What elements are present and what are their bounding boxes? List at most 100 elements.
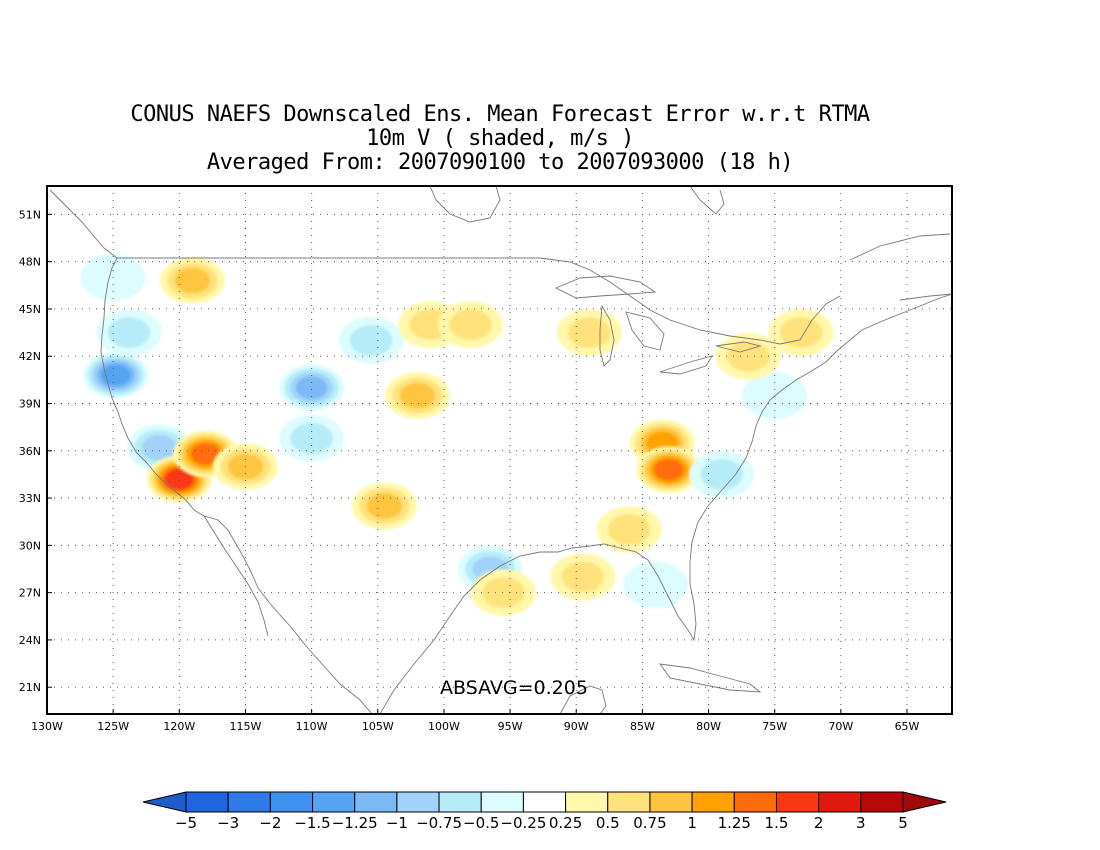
colorbar-label: 1.25 [718, 814, 751, 832]
canada-coast-ne [689, 186, 952, 301]
colorbar-label: 5 [898, 814, 908, 832]
absavg-label: ABSAVG=0.205 [440, 677, 588, 699]
field-feature [366, 493, 402, 519]
lat-tick-label: 21N [19, 681, 41, 694]
lat-tick-label: 45N [19, 303, 41, 316]
mexico-west-coast [257, 587, 373, 714]
field-feature [779, 317, 823, 348]
field-feature [349, 325, 393, 356]
chart-averaging-period: Averaged From: 2007090100 to 2007093000 … [206, 150, 794, 175]
lon-tick-label: 115W [230, 720, 262, 733]
lat-tick-label: 36N [19, 445, 41, 458]
colorbar-label: −1 [386, 814, 408, 832]
colorbar-swatch [860, 791, 904, 813]
lon-tick-label: 80W [696, 720, 721, 733]
lon-tick-label: 85W [630, 720, 655, 733]
lon-tick-label: 90W [564, 720, 589, 733]
baja-outline [203, 515, 269, 637]
lake-michigan [599, 304, 615, 367]
lake-ontario [715, 341, 762, 353]
colorbar-swatch [607, 791, 651, 813]
lat-tick-label: 42N [19, 350, 41, 363]
colorbar-swatch [691, 791, 735, 813]
gulf-coastline [379, 293, 952, 714]
lon-tick-label: 105W [362, 720, 394, 733]
field-feature [449, 309, 492, 340]
cuba-outline [659, 663, 762, 693]
lon-tick-label: 75W [762, 720, 787, 733]
field-feature [141, 435, 177, 461]
field-feature [726, 340, 770, 372]
lat-tick-label: 27N [19, 587, 41, 600]
lon-tick-label: 110W [296, 720, 328, 733]
chart-title: CONUS NAEFS Downscaled Ens. Mean Forecas… [130, 102, 870, 127]
colorbar-swatch [185, 791, 229, 813]
lon-tick-label: 130W [31, 720, 63, 733]
lat-tick-label: 30N [19, 539, 41, 552]
lat-tick-label: 48N [19, 256, 41, 269]
colorbar-swatch [354, 791, 398, 813]
colorbar-low-arrow [142, 791, 187, 813]
plot-frame [46, 185, 953, 715]
field-feature [561, 561, 605, 593]
colorbar-swatch [522, 791, 567, 813]
field-feature [607, 514, 651, 545]
lat-tick-label: 51N [19, 208, 41, 221]
colorbar-swatch [649, 791, 693, 813]
colorbar-swatch [312, 791, 356, 813]
lake-erie [659, 355, 713, 375]
hudson-bay-edge [429, 186, 501, 223]
colorbar-swatch [775, 791, 820, 813]
lake-superior [554, 275, 657, 299]
colorbar-high-arrow [902, 791, 947, 813]
colorbar-swatch [269, 791, 314, 813]
colorbar-swatch [396, 791, 440, 813]
field-feature [700, 459, 744, 490]
field-feature [191, 443, 221, 465]
colorbar-label: 3 [856, 814, 866, 832]
field-feature [295, 376, 328, 399]
colorbar-swatch [227, 791, 271, 813]
lon-tick-label: 65W [895, 720, 920, 733]
west-coastline [100, 257, 205, 517]
colorbar-label: 1 [687, 814, 697, 832]
colorbar-label: −1.25 [332, 814, 378, 832]
colorbar-label: −3 [217, 814, 239, 832]
colorbar-swatch [565, 791, 609, 813]
lat-tick-label: 24N [19, 634, 41, 647]
colorbar-label: −0.5 [463, 814, 499, 832]
lon-tick-label: 100W [428, 720, 460, 733]
lat-tick-label: 39N [19, 398, 41, 411]
latitude-axis: 51N 48N 45N 42N 39N 36N 33N 30N 27N 24N 21N [19, 208, 52, 694]
longitude-axis: 130W 125W 120W 115W 110W 105W 100W 95W 90W 85W 80W… [31, 709, 920, 733]
shaded-field [80, 254, 834, 617]
us-canada-border [117, 257, 841, 345]
colorbar-label: −2 [259, 814, 281, 832]
field-feature [623, 561, 689, 609]
colorbar-swatch [480, 791, 524, 813]
lon-tick-label: 125W [97, 720, 129, 733]
colorbar-swatch [438, 791, 482, 813]
colorbar-label: −1.5 [294, 814, 330, 832]
field-feature [107, 317, 151, 348]
colorbar-label: 1.5 [765, 814, 789, 832]
field-feature [399, 383, 435, 409]
colorbar-label: −0.75 [416, 814, 462, 832]
field-feature [165, 469, 194, 490]
colorbar: −5 −3 −2 −1.5 −1.25 −1 −0.75 −0.5 −0.25 0.25 0.5 0.… [142, 791, 947, 832]
colorbar-label: 2 [814, 814, 824, 832]
colorbar-swatch [818, 791, 862, 813]
colorbar-label: 0.5 [596, 814, 620, 832]
colorbar-label: −0.25 [500, 814, 546, 832]
lon-tick-label: 120W [163, 720, 195, 733]
colorbar-swatch [733, 791, 777, 813]
colorbar-label: 0.75 [633, 814, 666, 832]
lon-tick-label: 95W [498, 720, 523, 733]
colorbar-label: 0.25 [549, 814, 582, 832]
field-feature [175, 267, 211, 294]
bc-coast [49, 189, 118, 259]
chart-subtitle: 10m V ( shaded, m/s ) [366, 126, 634, 151]
field-feature [568, 317, 611, 348]
coastline-borders [49, 186, 952, 714]
